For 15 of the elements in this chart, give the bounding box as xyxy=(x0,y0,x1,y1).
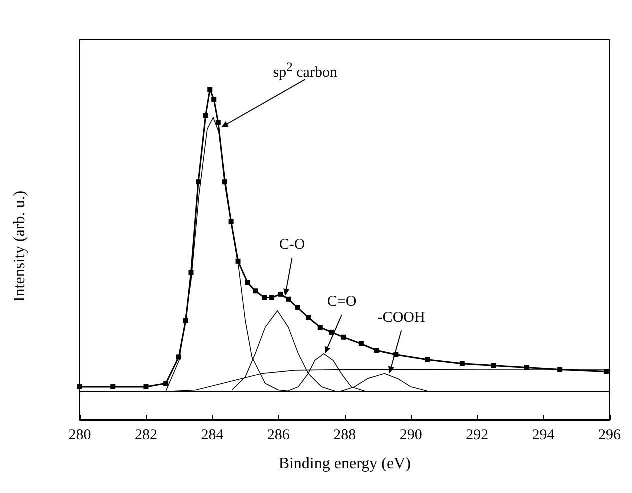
x-tick-label: 290 xyxy=(400,428,422,444)
x-tick-label: 282 xyxy=(134,428,158,444)
x-axis-title: Binding energy (eV) xyxy=(278,456,411,472)
x-tick-label: 280 xyxy=(68,428,92,444)
annotation: -COOH xyxy=(378,308,426,327)
x-tick-label: 284 xyxy=(201,428,224,444)
x-tick-label: 286 xyxy=(267,428,290,444)
annotation: sp$^{2}$ carbon xyxy=(273,58,338,82)
x-tick-label: 288 xyxy=(334,428,356,444)
x-tick-label: 294 xyxy=(532,428,556,444)
x-tick-label: 296 xyxy=(598,428,622,444)
x-tick-label: 292 xyxy=(466,428,489,444)
annotation: C=O xyxy=(327,292,357,311)
y-axis-title: Intensity (arb. u.) xyxy=(12,190,28,302)
annotation: C-O xyxy=(279,236,306,254)
